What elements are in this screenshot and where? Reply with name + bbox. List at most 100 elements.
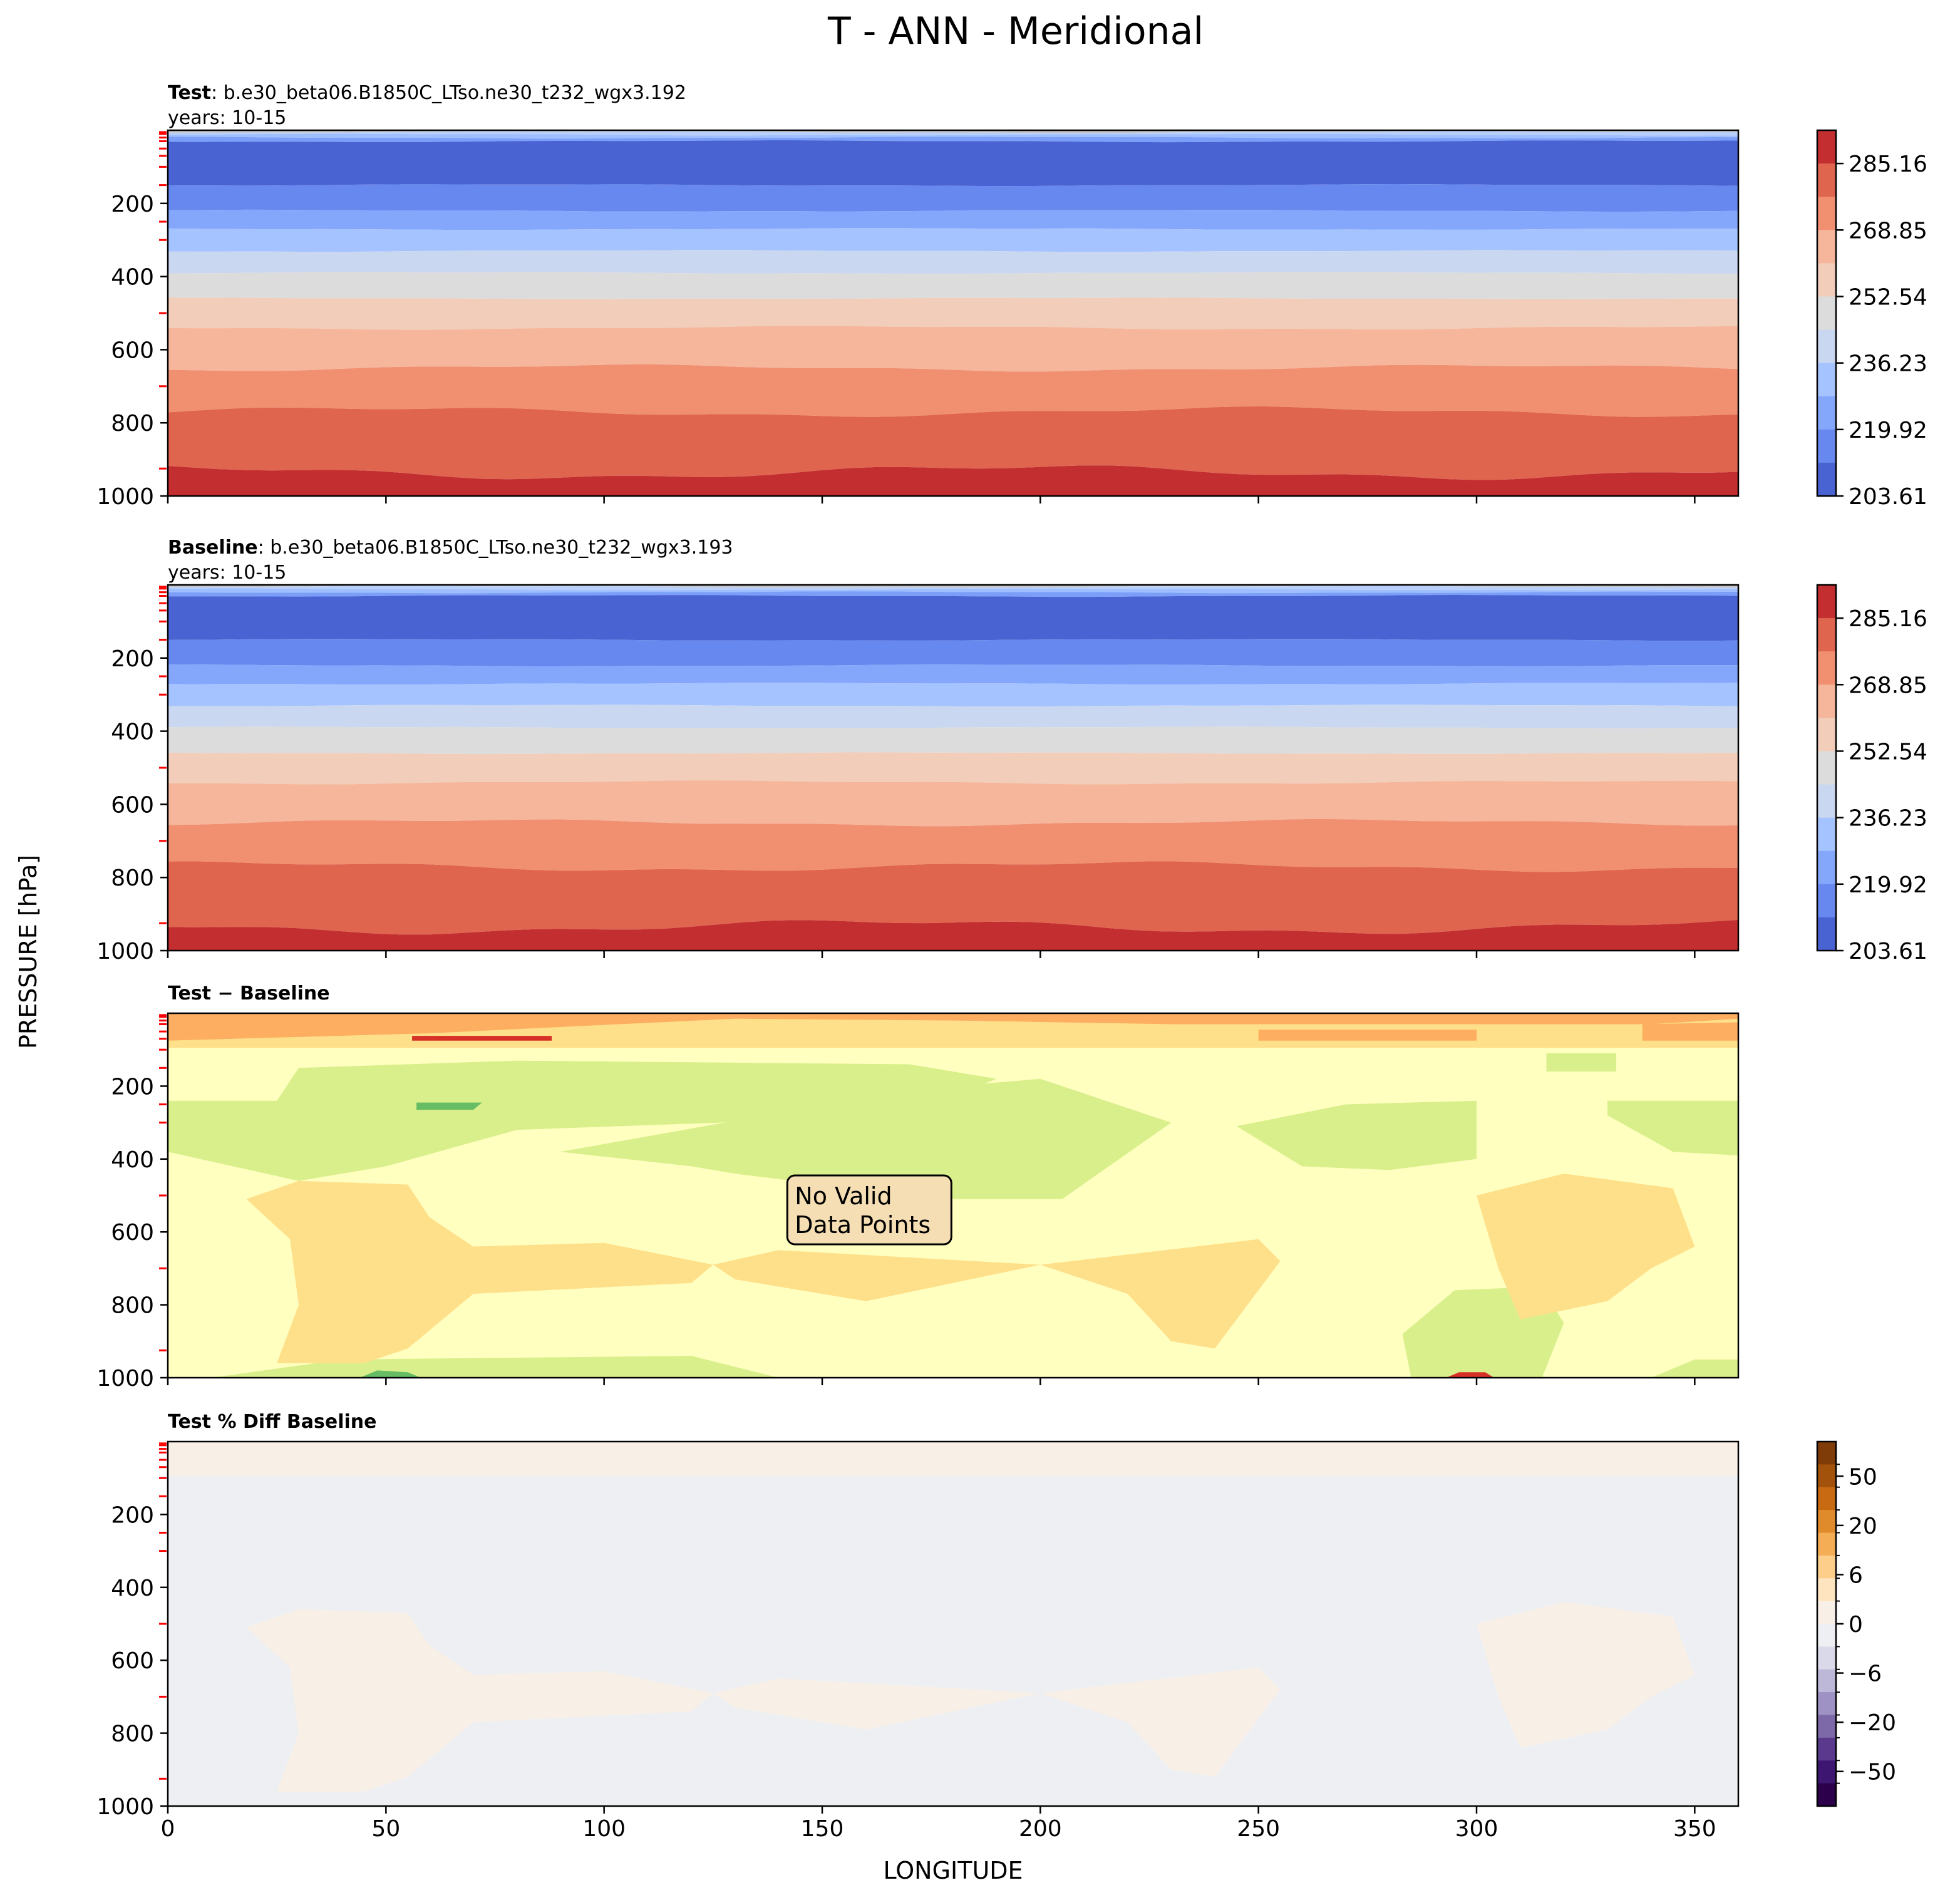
y-tick-label: 200 xyxy=(111,192,154,217)
contour-band xyxy=(168,364,1738,417)
panel-title: Baseline: b.e30_beta06.B1850C_LTso.ne30_… xyxy=(168,537,733,559)
contour-region xyxy=(416,1102,482,1110)
panel-years: years: 10-15 xyxy=(168,562,286,584)
colorbar-segment xyxy=(1817,363,1836,397)
contour-band xyxy=(168,705,1738,729)
x-tick-label: 100 xyxy=(582,1816,626,1842)
y-tick-label: 600 xyxy=(111,1648,154,1674)
colorbar-frame xyxy=(1816,129,1837,497)
y-tick-label: 600 xyxy=(111,338,154,363)
contour-region xyxy=(246,1180,713,1363)
y-tick-label: 600 xyxy=(111,792,154,818)
colorbar-segment xyxy=(1817,1487,1836,1510)
plot-area-baseline xyxy=(167,584,1740,952)
colorbar-tick-label: −50 xyxy=(1849,1760,1896,1785)
contour-region xyxy=(1651,1359,1738,1378)
contour-region xyxy=(168,1442,1738,1477)
contour-band xyxy=(168,639,1738,666)
panel-title: Test % Diff Baseline xyxy=(168,1411,377,1433)
y-tick-label: 800 xyxy=(111,411,154,436)
contour-band xyxy=(168,406,1738,480)
contour-band xyxy=(168,209,1738,230)
colorbar-segment xyxy=(1817,1624,1836,1647)
y-tick-label: 1000 xyxy=(96,1366,154,1391)
colorbar-tick-label: 252.54 xyxy=(1849,739,1927,765)
panel-title: Test: b.e30_beta06.B1850C_LTso.ne30_t232… xyxy=(168,82,686,104)
colorbar-tick-label: 20 xyxy=(1849,1514,1877,1539)
colorbar-segment xyxy=(1817,130,1836,164)
contour-band xyxy=(168,586,1738,591)
colorbar-segment xyxy=(1817,784,1836,818)
x-tick-label: 250 xyxy=(1237,1816,1280,1842)
x-tick-label: 350 xyxy=(1673,1816,1716,1842)
y-tick-label: 1000 xyxy=(96,1794,154,1820)
contour-region xyxy=(412,1036,552,1041)
colorbar-tick-label: 6 xyxy=(1849,1562,1863,1588)
y-axis-label: PRESSURE [hPa] xyxy=(14,855,42,1049)
colorbar-segment xyxy=(1817,1442,1836,1465)
plot-frame xyxy=(167,1012,1740,1379)
colorbar-segment xyxy=(1817,1555,1836,1579)
y-tick-label: 800 xyxy=(111,1722,154,1747)
y-tick-label: 200 xyxy=(111,1502,154,1528)
contour-region xyxy=(1236,1100,1477,1170)
contour-region xyxy=(1258,1030,1477,1041)
colorbar-segment xyxy=(1817,1601,1836,1624)
colorbar-segment xyxy=(1817,462,1836,497)
colorbar-segment xyxy=(1817,1510,1836,1533)
y-tick-label: 600 xyxy=(111,1220,154,1246)
x-tick-label: 300 xyxy=(1455,1816,1498,1842)
contour-band xyxy=(168,588,1738,594)
colorbar-segment xyxy=(1817,197,1836,230)
x-tick-label: 200 xyxy=(1019,1816,1062,1842)
colorbar-segment xyxy=(1817,884,1836,918)
colorbar-segment xyxy=(1817,1760,1836,1784)
colorbar-segment xyxy=(1817,1692,1836,1715)
y-tick-label: 1000 xyxy=(96,939,154,964)
contour-band xyxy=(168,752,1738,785)
colorbar-tick-label: 219.92 xyxy=(1849,872,1927,898)
contour-band xyxy=(168,133,1738,139)
colorbar-segment xyxy=(1817,263,1836,297)
x-tick-label: 150 xyxy=(801,1816,844,1842)
contour-region xyxy=(246,1609,713,1792)
y-tick-label: 800 xyxy=(111,865,154,891)
x-tick-label: 50 xyxy=(371,1816,400,1842)
y-tick-label: 1000 xyxy=(96,484,154,510)
contour-band xyxy=(168,137,1738,143)
colorbar-segment xyxy=(1817,718,1836,751)
colorbar-segment xyxy=(1817,429,1836,463)
contour-band xyxy=(168,818,1738,872)
colorbar-tick-label: −20 xyxy=(1849,1710,1896,1736)
colorbar-segment xyxy=(1817,329,1836,364)
colorbar-segment xyxy=(1817,817,1836,852)
y-tick-label: 400 xyxy=(111,1576,154,1601)
colorbar-segment xyxy=(1817,684,1836,718)
colorbar-tick-label: 219.92 xyxy=(1849,418,1927,443)
colorbar-tick-label: 0 xyxy=(1849,1612,1863,1638)
contour-region xyxy=(713,1239,1281,1349)
x-tick-label: 0 xyxy=(161,1816,175,1842)
panel-title-case: : b.e30_beta06.B1850C_LTso.ne30_t232_wgx… xyxy=(258,537,733,559)
contour-band xyxy=(168,726,1738,754)
contour-band xyxy=(168,184,1738,212)
colorbar-segment xyxy=(1817,230,1836,264)
colorbar-frame xyxy=(1816,584,1837,952)
colorbar-segment xyxy=(1817,1578,1836,1602)
colorbar-segment xyxy=(1817,917,1836,951)
contour-band xyxy=(168,465,1738,496)
contour-band xyxy=(168,780,1738,827)
colorbar-segment xyxy=(1817,1532,1836,1556)
plot-frame xyxy=(167,584,1740,952)
plot-area-test xyxy=(167,129,1740,497)
contour-region xyxy=(713,1667,1281,1777)
plot-frame xyxy=(167,1440,1740,1807)
colorbar-segment xyxy=(1817,751,1836,785)
y-tick-label: 200 xyxy=(111,1074,154,1100)
y-tick-label: 400 xyxy=(111,720,154,745)
colorbar-segment xyxy=(1817,618,1836,652)
contour-region xyxy=(1446,1372,1494,1378)
colorbar-segment xyxy=(1817,1737,1836,1761)
